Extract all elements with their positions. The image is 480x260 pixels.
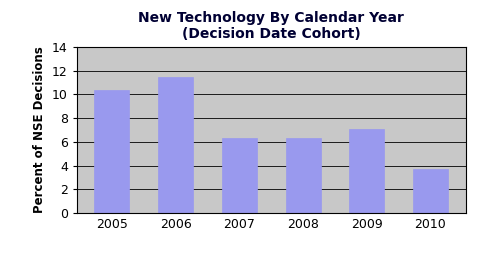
- Bar: [413, 170, 448, 213]
- Bar: [286, 138, 321, 213]
- Bar: [95, 90, 130, 213]
- Bar: [222, 138, 257, 213]
- Y-axis label: Percent of NSE Decisions: Percent of NSE Decisions: [33, 47, 47, 213]
- Bar: [158, 77, 193, 213]
- Bar: [349, 129, 384, 213]
- Title: New Technology By Calendar Year
(Decision Date Cohort): New Technology By Calendar Year (Decisio…: [138, 11, 404, 41]
